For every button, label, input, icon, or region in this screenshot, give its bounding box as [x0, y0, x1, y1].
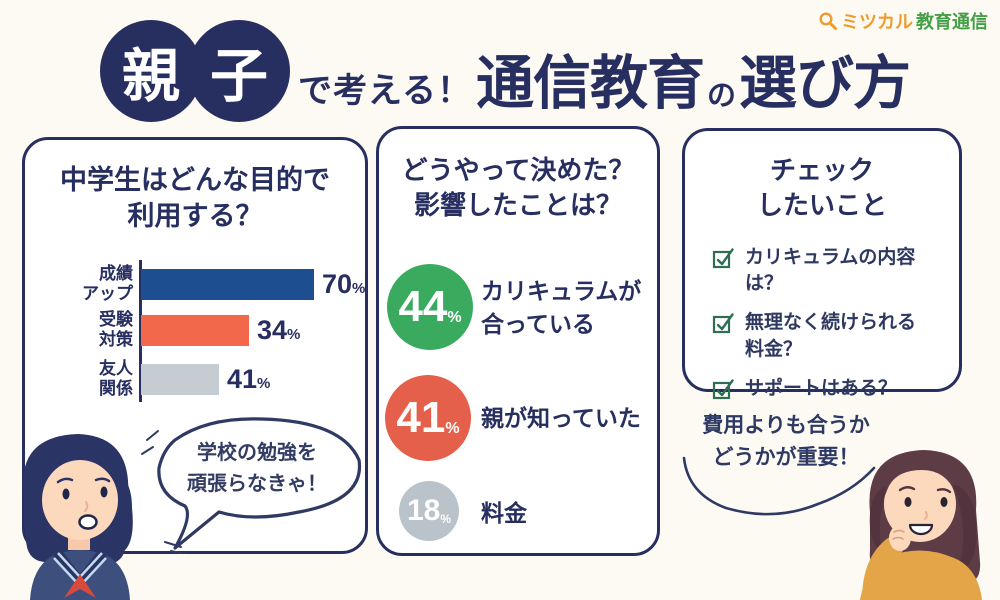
main-title: 親 子 で考える！ 通信教育 の 選び方	[100, 20, 911, 122]
bar-value-friends: 41%	[227, 363, 271, 394]
bar-friends	[141, 363, 219, 395]
bar-label-grades: 成績 アップ	[82, 264, 133, 304]
panel-checklist-title-line1: チェック	[769, 155, 874, 185]
magnifier-icon	[819, 12, 837, 30]
bar-row-exam: 受験 対策 34%	[53, 310, 300, 350]
stat-circle-parents-knew: 41%	[385, 375, 471, 461]
panel-decision-title: どうやって決めた？ 影響したことは？	[379, 153, 657, 223]
panel-checklist-title: チェック したいこと	[685, 153, 959, 223]
title-circle-child: 子	[188, 20, 290, 122]
title-big-2: 選び方	[739, 51, 911, 116]
bar-exam	[141, 314, 249, 346]
site-logo: ミツカル 教育通信	[818, 8, 988, 34]
girl-student-illustration	[23, 434, 133, 600]
bar-label-exam: 受験 対策	[99, 310, 133, 350]
mother-quote-text: 費用よりも合うか どうかが重要！	[702, 414, 870, 469]
stat-circle-curriculum: 44%	[387, 264, 473, 350]
title-particle: の	[707, 80, 737, 112]
bar-grades	[141, 268, 314, 300]
speech-bubble-shape	[141, 417, 362, 554]
panel-purpose-title-line1: 中学生はどんな目的で	[60, 165, 330, 195]
checkbox-icon	[712, 248, 734, 269]
stat-label-parents-knew: 親が知っていた	[481, 405, 641, 431]
checkbox-icon	[712, 313, 734, 334]
bar-label-friends: 友人 関係	[99, 359, 133, 399]
title-big-1: 通信教育	[475, 51, 705, 116]
bar-row-grades: 成績 アップ 70%	[53, 264, 365, 304]
check-item-price: 無理なく続けられる 料金？	[711, 310, 943, 362]
bar-row-friends: 友人 関係 41%	[53, 359, 270, 399]
title-circles: 親 子	[100, 20, 290, 122]
chart-axis	[139, 260, 142, 402]
title-mid: で考える！	[298, 72, 472, 110]
panel-purpose-title: 中学生はどんな目的で 利用する？	[25, 162, 365, 235]
panel-decision: どうやって決めた？ 影響したことは？ 44% カリキュラムが 合っている 41%…	[376, 126, 660, 556]
check-item-curriculum: カリキュラムの内容は？	[711, 245, 943, 297]
girl-speech-bubble: 学校の勉強を 頑張らなきゃ！	[135, 412, 372, 554]
title-circle-parent: 親	[100, 20, 202, 122]
logo-suffix: 教育通信	[916, 12, 988, 32]
panel-decision-title-line2: 影響したことは？	[413, 190, 622, 221]
purpose-bar-chart: 成績 アップ 70% 受験 対策 34% 友	[53, 260, 365, 412]
stat-label-price: 料金	[481, 500, 527, 526]
girl-speech-text: 学校の勉強を 頑張らなきゃ！	[187, 442, 327, 495]
check-item-support: サポートはある？	[711, 376, 943, 402]
bar-value-grades: 70%	[322, 268, 366, 299]
panel-checklist: チェック したいこと カリキュラムの内容は？ 無理	[682, 128, 962, 399]
panel-purpose-title-line2: 利用する？	[127, 201, 263, 232]
checkbox-icon	[712, 379, 734, 399]
stat-label-curriculum: カリキュラムが 合っている	[481, 278, 642, 338]
stat-circle-price: 18%	[399, 481, 459, 541]
logo-brand: ミツカル	[841, 12, 913, 32]
panel-checklist-title-line2: したいこと	[756, 190, 887, 221]
mother-illustration	[860, 450, 982, 600]
quote-curve-line	[682, 456, 876, 516]
panel-decision-title-line1: どうやって決めた？	[401, 155, 635, 185]
bar-value-exam: 34%	[257, 314, 301, 345]
checklist: カリキュラムの内容は？ 無理なく続けられる 料金？	[711, 245, 943, 402]
